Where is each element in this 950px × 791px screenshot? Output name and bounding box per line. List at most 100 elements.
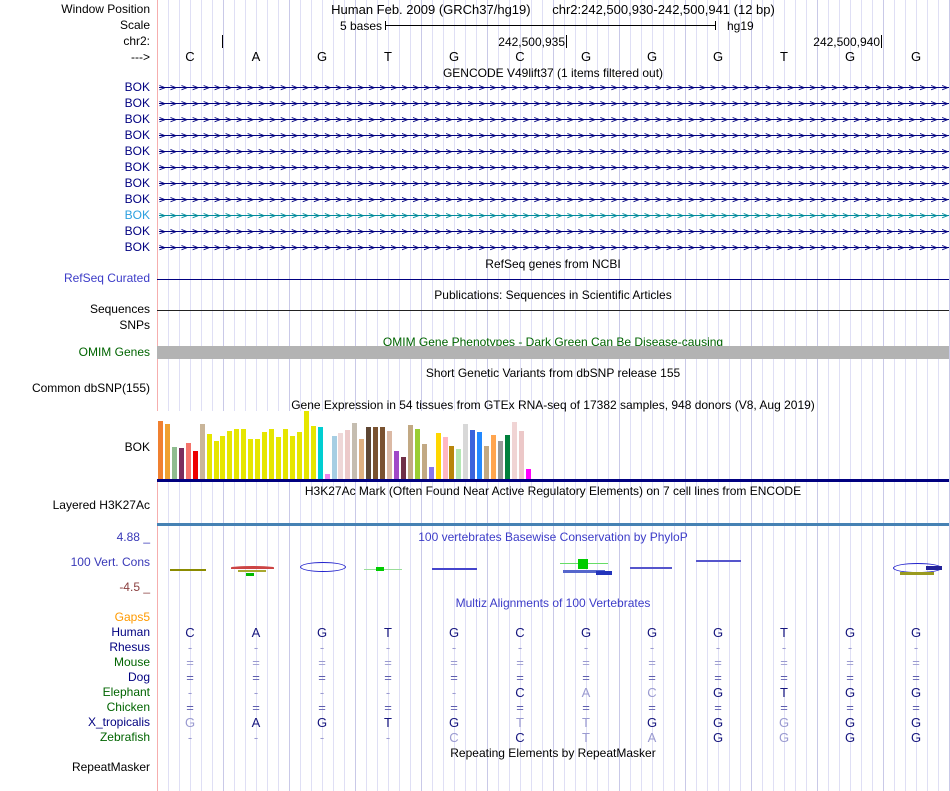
gene-track-row[interactable]: >>>>>>>>>>>>>>>>>>>>>>>>>>>>>>>>>>>>>>>>… <box>159 176 949 192</box>
refseq-curated-label[interactable]: RefSeq Curated <box>63 271 150 285</box>
gtex-expression-bar[interactable] <box>373 427 379 479</box>
gtex-expression-bar[interactable] <box>338 433 344 479</box>
gtex-expression-bar[interactable] <box>171 447 177 479</box>
gtex-expression-bar[interactable] <box>255 439 261 479</box>
gene-track-row[interactable]: >>>>>>>>>>>>>>>>>>>>>>>>>>>>>>>>>>>>>>>>… <box>159 240 949 256</box>
gtex-expression-bar[interactable] <box>407 425 413 479</box>
gtex-expression-bar[interactable] <box>303 411 309 479</box>
layered-h3k27ac-label[interactable]: Layered H3K27Ac <box>52 498 150 512</box>
gtex-expression-bar[interactable] <box>470 430 476 479</box>
gtex-expression-bar[interactable] <box>435 433 441 479</box>
gtex-expression-bar[interactable] <box>525 469 531 479</box>
gene-label-bok[interactable]: BOK <box>124 176 150 190</box>
gtex-expression-bar[interactable] <box>380 427 386 479</box>
gene-label-bok[interactable]: BOK <box>124 96 150 110</box>
gtex-expression-bar[interactable] <box>345 430 351 479</box>
gtex-expression-bar[interactable] <box>296 432 302 479</box>
alignment-cell: C <box>449 730 459 745</box>
gtex-expression-bar[interactable] <box>400 457 406 479</box>
species-label-human[interactable]: Human <box>111 625 150 639</box>
vert-cons-label[interactable]: 100 Vert. Cons <box>70 555 150 569</box>
gtex-expression-bar[interactable] <box>310 426 316 479</box>
gene-label-bok[interactable]: BOK <box>124 224 150 238</box>
species-label-x_tropicalis[interactable]: X_tropicalis <box>87 715 150 729</box>
gtex-expression-bar[interactable] <box>477 432 483 479</box>
gene-label-bok[interactable]: BOK <box>124 160 150 174</box>
omim-gene-bar[interactable] <box>157 346 949 359</box>
common-dbsnp-label[interactable]: Common dbSNP(155) <box>31 381 150 395</box>
gene-track-row[interactable]: >>>>>>>>>>>>>>>>>>>>>>>>>>>>>>>>>>>>>>>>… <box>159 160 949 176</box>
gtex-expression-bar[interactable] <box>498 441 504 479</box>
gtex-expression-bar[interactable] <box>158 421 163 479</box>
gtex-expression-bar[interactable] <box>359 439 365 479</box>
repeatmasker-label[interactable]: RepeatMasker <box>71 760 150 774</box>
gtex-expression-bar[interactable] <box>178 448 184 479</box>
gtex-expression-bar[interactable] <box>241 429 247 479</box>
gene-label-bok[interactable]: BOK <box>124 112 150 126</box>
gtex-expression-bar[interactable] <box>505 435 510 479</box>
gtex-expression-bar[interactable] <box>428 467 434 479</box>
gtex-expression-bar[interactable] <box>227 431 233 479</box>
gene-strand-arrows: >>>>>>>>>>>>>>>>>>>>>>>>>>>>>>>>>>>>>>>>… <box>159 161 949 174</box>
gene-track-row[interactable]: >>>>>>>>>>>>>>>>>>>>>>>>>>>>>>>>>>>>>>>>… <box>159 144 949 160</box>
species-label-rhesus[interactable]: Rhesus <box>109 640 150 654</box>
gtex-expression-bar[interactable] <box>262 432 268 479</box>
gene-track-row[interactable]: >>>>>>>>>>>>>>>>>>>>>>>>>>>>>>>>>>>>>>>>… <box>159 80 949 96</box>
gene-label-bok[interactable]: BOK <box>124 208 150 222</box>
h3k27ac-signal-line[interactable] <box>157 523 949 526</box>
gene-track-row[interactable]: >>>>>>>>>>>>>>>>>>>>>>>>>>>>>>>>>>>>>>>>… <box>159 112 949 128</box>
gtex-expression-bar[interactable] <box>275 437 281 479</box>
gtex-expression-bar[interactable] <box>185 443 191 479</box>
gene-label-bok[interactable]: BOK <box>124 128 150 142</box>
gtex-expression-bar[interactable] <box>234 429 240 479</box>
gtex-expression-bar[interactable] <box>199 424 205 479</box>
gtex-expression-bar[interactable] <box>331 436 337 479</box>
species-label-chicken[interactable]: Chicken <box>106 700 150 714</box>
gtex-expression-bar[interactable] <box>289 436 295 479</box>
gene-label-bok[interactable]: BOK <box>124 240 150 254</box>
gene-label-bok[interactable]: BOK <box>124 144 150 158</box>
gtex-expression-bar[interactable] <box>248 439 254 479</box>
gene-track-row[interactable]: >>>>>>>>>>>>>>>>>>>>>>>>>>>>>>>>>>>>>>>>… <box>159 224 949 240</box>
gtex-expression-bar[interactable] <box>387 431 393 479</box>
gtex-expression-bar[interactable] <box>352 423 358 479</box>
gtex-expression-bar[interactable] <box>511 422 517 479</box>
gtex-expression-bar[interactable] <box>206 434 212 479</box>
gtex-expression-bar[interactable] <box>220 436 226 479</box>
refseq-curated-track-line[interactable] <box>157 279 949 280</box>
gene-track-row[interactable]: >>>>>>>>>>>>>>>>>>>>>>>>>>>>>>>>>>>>>>>>… <box>159 128 949 144</box>
gene-track-row[interactable]: >>>>>>>>>>>>>>>>>>>>>>>>>>>>>>>>>>>>>>>>… <box>159 208 949 224</box>
gtex-expression-bar[interactable] <box>282 429 288 479</box>
gtex-expression-bar[interactable] <box>463 424 469 479</box>
gtex-expression-bar[interactable] <box>518 431 524 479</box>
gtex-expression-bar[interactable] <box>421 444 427 479</box>
snps-label[interactable]: SNPs <box>119 318 150 332</box>
species-label-zebrafish[interactable]: Zebrafish <box>99 730 150 744</box>
gtex-expression-bar[interactable] <box>164 424 170 479</box>
species-label-mouse[interactable]: Mouse <box>113 655 150 669</box>
gtex-expression-bar[interactable] <box>484 446 490 479</box>
sequences-label[interactable]: Sequences <box>89 302 150 316</box>
omim-genes-label[interactable]: OMIM Genes <box>78 345 150 359</box>
gene-label-bok[interactable]: BOK <box>124 192 150 206</box>
species-label-dog[interactable]: Dog <box>127 670 150 684</box>
gtex-expression-bar[interactable] <box>192 451 198 479</box>
gtex-gene-label[interactable]: BOK <box>124 440 150 454</box>
gtex-expression-bar[interactable] <box>393 451 399 479</box>
sequences-track-line[interactable] <box>157 310 949 311</box>
gtex-expression-bar[interactable] <box>269 429 275 479</box>
gtex-expression-bar[interactable] <box>449 446 455 479</box>
gtex-expression-bar[interactable] <box>366 427 372 479</box>
species-label-elephant[interactable]: Elephant <box>102 685 150 699</box>
gtex-expression-bar[interactable] <box>456 449 462 479</box>
gtex-expression-bar[interactable] <box>213 441 219 479</box>
gtex-expression-bar[interactable] <box>324 474 330 479</box>
gaps-label[interactable]: Gaps5 <box>114 610 150 624</box>
gtex-expression-bar[interactable] <box>491 435 497 479</box>
gtex-expression-bar[interactable] <box>317 427 323 479</box>
gtex-expression-bar[interactable] <box>442 437 448 479</box>
gene-label-bok[interactable]: BOK <box>124 80 150 94</box>
gtex-expression-bar[interactable] <box>414 429 420 479</box>
gene-track-row[interactable]: >>>>>>>>>>>>>>>>>>>>>>>>>>>>>>>>>>>>>>>>… <box>159 96 949 112</box>
gene-track-row[interactable]: >>>>>>>>>>>>>>>>>>>>>>>>>>>>>>>>>>>>>>>>… <box>159 192 949 208</box>
